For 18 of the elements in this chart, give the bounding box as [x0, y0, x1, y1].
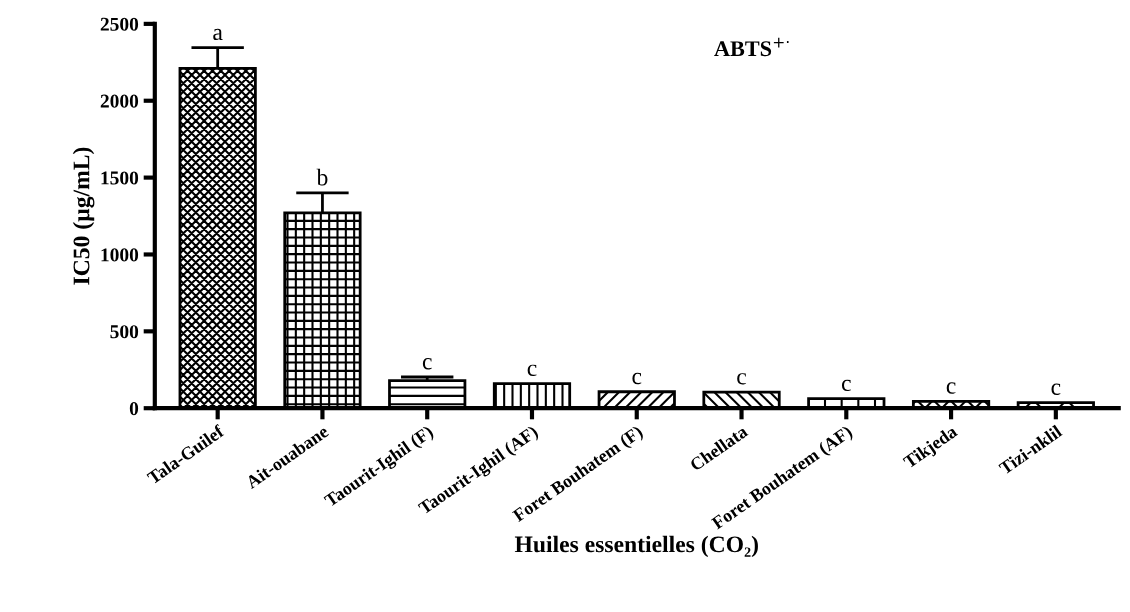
y-tick-label: 1000 — [101, 248, 139, 262]
annotation: a — [213, 28, 223, 41]
y-tick-label: 0 — [129, 402, 139, 416]
y-tick-label: 2000 — [100, 94, 139, 108]
annotation: c — [946, 382, 956, 394]
y-tick-label: 2500 — [100, 17, 139, 31]
x-axis-title: Huiles essentielles (CO₂) — [514, 535, 758, 558]
y-axis-title: IC50 (µg/mL) — [72, 147, 95, 285]
annotation: c — [841, 379, 851, 392]
annotation: c — [632, 372, 642, 385]
y-tick-label: 1500 — [101, 171, 139, 185]
annotation: c — [737, 373, 747, 385]
annotation: b — [316, 168, 328, 186]
annotation: c — [1051, 383, 1061, 395]
text: ABTS$^{+·}$ — [714, 37, 789, 57]
annotation: c — [422, 358, 432, 370]
y-tick-label: 500 — [110, 325, 139, 339]
annotation: c — [527, 364, 537, 377]
